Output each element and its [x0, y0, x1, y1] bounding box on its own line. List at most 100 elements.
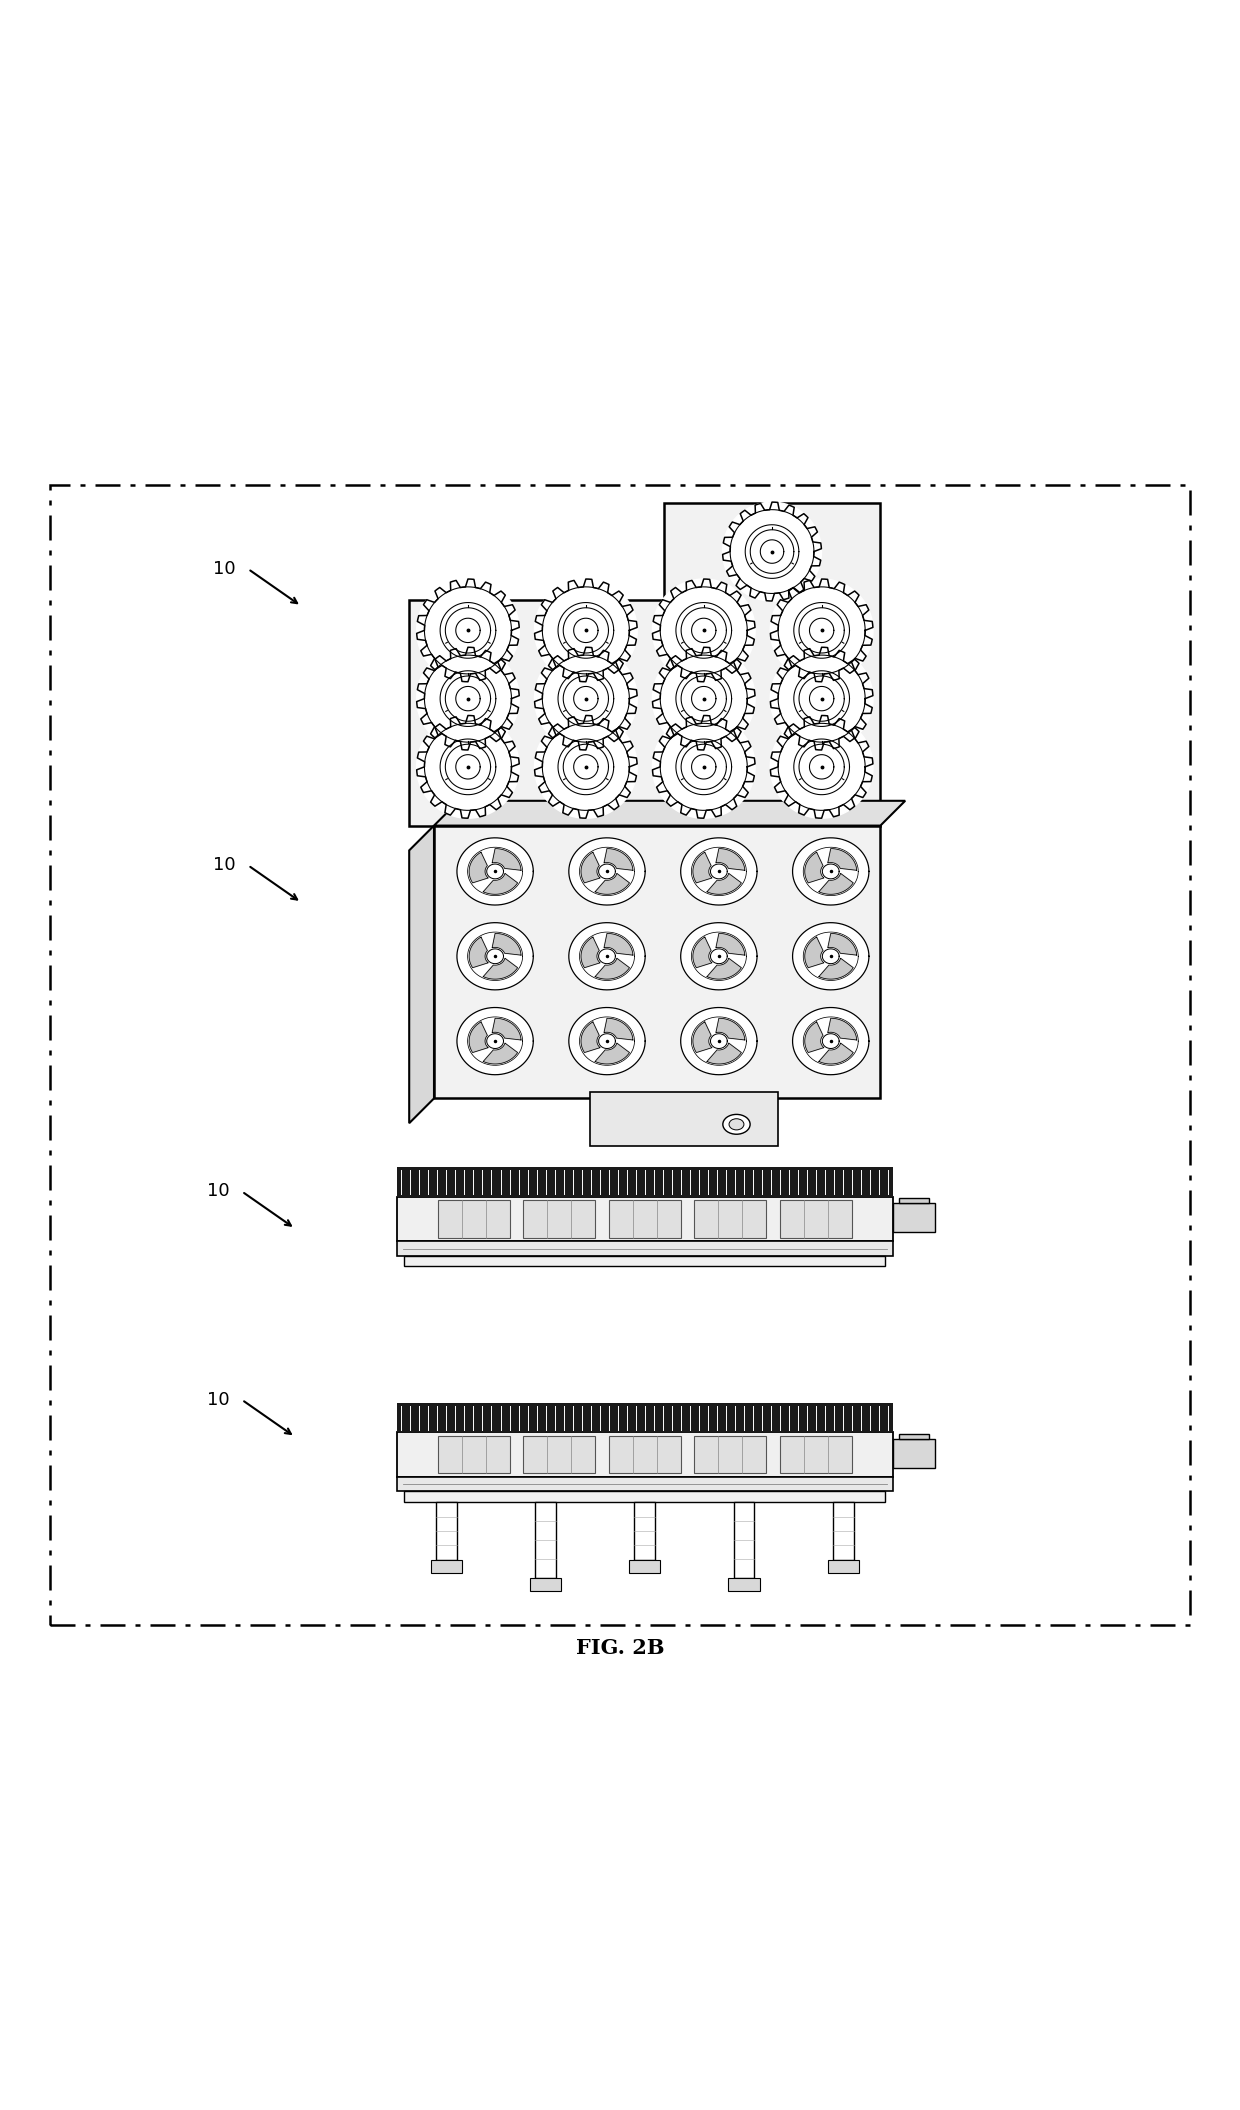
Bar — [404, 1255, 885, 1266]
Polygon shape — [828, 848, 857, 869]
Polygon shape — [574, 686, 598, 711]
Polygon shape — [818, 958, 853, 979]
Polygon shape — [569, 838, 645, 905]
Polygon shape — [456, 1006, 533, 1074]
Polygon shape — [805, 937, 823, 968]
Polygon shape — [711, 1034, 728, 1049]
Bar — [827, 1559, 859, 1572]
Polygon shape — [810, 686, 833, 711]
Polygon shape — [487, 950, 503, 964]
Polygon shape — [469, 937, 489, 968]
Polygon shape — [723, 502, 821, 601]
Bar — [899, 1435, 929, 1439]
Bar — [523, 1435, 595, 1473]
Polygon shape — [469, 1021, 489, 1053]
Polygon shape — [599, 950, 615, 964]
Bar — [397, 1241, 893, 1255]
Polygon shape — [818, 874, 853, 895]
Polygon shape — [484, 874, 517, 895]
Bar — [780, 1201, 852, 1239]
Text: 10: 10 — [213, 857, 236, 874]
Bar — [438, 1435, 510, 1473]
Bar — [893, 1203, 935, 1232]
Polygon shape — [534, 648, 637, 749]
Polygon shape — [828, 1019, 857, 1040]
Bar — [434, 825, 880, 1099]
Polygon shape — [692, 618, 715, 644]
Polygon shape — [487, 863, 503, 880]
Polygon shape — [711, 950, 728, 964]
Polygon shape — [484, 958, 517, 979]
Bar — [899, 1198, 929, 1203]
Polygon shape — [604, 848, 632, 869]
Polygon shape — [770, 648, 873, 749]
Polygon shape — [681, 922, 758, 990]
Polygon shape — [409, 502, 880, 825]
Bar — [529, 1578, 562, 1591]
Polygon shape — [492, 933, 521, 956]
Bar — [404, 1492, 885, 1502]
Ellipse shape — [729, 1118, 744, 1129]
Polygon shape — [822, 950, 839, 964]
Polygon shape — [604, 1019, 632, 1040]
Polygon shape — [707, 874, 742, 895]
Polygon shape — [569, 922, 645, 990]
Polygon shape — [760, 540, 784, 563]
Polygon shape — [652, 648, 755, 749]
Polygon shape — [770, 578, 873, 682]
Bar — [536, 1502, 556, 1578]
Bar — [397, 1196, 893, 1241]
Bar — [893, 1439, 935, 1469]
Polygon shape — [456, 755, 480, 779]
Bar — [430, 1559, 463, 1572]
Polygon shape — [715, 848, 745, 869]
Polygon shape — [469, 852, 489, 882]
Polygon shape — [434, 802, 905, 825]
Bar — [780, 1435, 852, 1473]
Bar — [609, 1201, 681, 1239]
Polygon shape — [828, 933, 857, 956]
Polygon shape — [652, 578, 755, 682]
Polygon shape — [681, 1006, 758, 1074]
Bar — [694, 1435, 766, 1473]
Polygon shape — [810, 755, 833, 779]
Polygon shape — [711, 863, 728, 880]
Polygon shape — [456, 618, 480, 644]
Bar — [397, 1403, 893, 1433]
Polygon shape — [715, 1019, 745, 1040]
Polygon shape — [569, 1006, 645, 1074]
Polygon shape — [604, 933, 632, 956]
Polygon shape — [692, 755, 715, 779]
Polygon shape — [707, 1042, 742, 1063]
Text: FIG. 2B: FIG. 2B — [575, 1637, 665, 1658]
Polygon shape — [792, 1006, 869, 1074]
Bar — [635, 1502, 655, 1559]
Polygon shape — [492, 848, 521, 869]
Polygon shape — [417, 648, 520, 749]
Polygon shape — [574, 618, 598, 644]
Polygon shape — [595, 1042, 630, 1063]
Polygon shape — [681, 838, 758, 905]
Polygon shape — [693, 937, 712, 968]
Polygon shape — [822, 1034, 839, 1049]
Polygon shape — [417, 715, 520, 819]
Bar — [590, 1093, 777, 1146]
Text: 10: 10 — [207, 1390, 229, 1409]
Polygon shape — [417, 578, 520, 682]
Polygon shape — [582, 937, 600, 968]
Bar — [438, 1201, 510, 1239]
Polygon shape — [484, 1042, 517, 1063]
Bar — [397, 1167, 893, 1196]
Bar — [734, 1502, 754, 1578]
Polygon shape — [792, 838, 869, 905]
Polygon shape — [818, 1042, 853, 1063]
Polygon shape — [574, 755, 598, 779]
Polygon shape — [770, 715, 873, 819]
Polygon shape — [534, 715, 637, 819]
Bar — [397, 1433, 893, 1477]
Polygon shape — [456, 838, 533, 905]
Text: 10: 10 — [207, 1182, 229, 1201]
Polygon shape — [595, 874, 630, 895]
Polygon shape — [792, 922, 869, 990]
Polygon shape — [582, 852, 600, 882]
